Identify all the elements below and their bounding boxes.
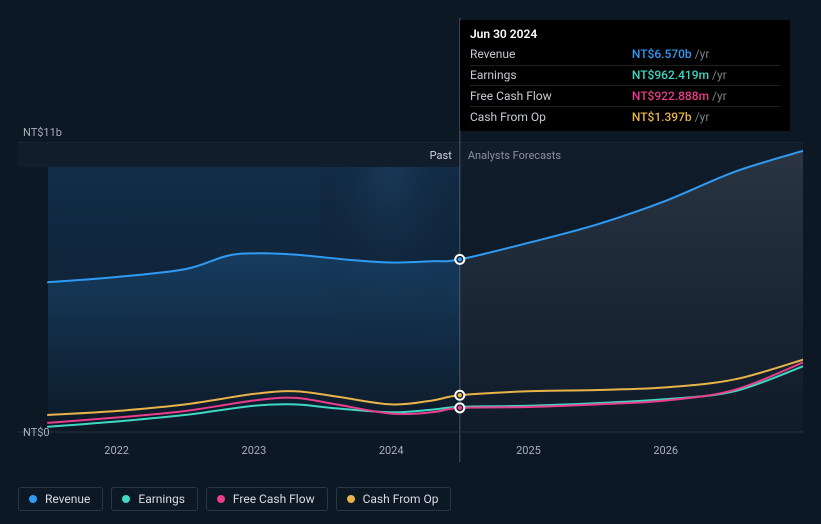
tooltip-table: RevenueNT$6.570b/yrEarningsNT$962.419m/y…	[470, 45, 780, 127]
legend-dot-icon	[122, 495, 130, 503]
legend-label: Free Cash Flow	[233, 492, 315, 506]
legend-dot-icon	[29, 495, 37, 503]
svg-text:2024: 2024	[379, 444, 404, 457]
tooltip-row: Cash From OpNT$1.397b/yr	[470, 107, 780, 127]
tooltip-row: RevenueNT$6.570b/yr	[470, 45, 780, 65]
legend-dot-icon	[217, 495, 225, 503]
svg-text:Analysts Forecasts: Analysts Forecasts	[468, 149, 562, 162]
legend-label: Cash From Op	[363, 492, 439, 506]
tooltip-row-value: NT$6.570b/yr	[632, 45, 780, 65]
tooltip-row-label: Revenue	[470, 45, 632, 65]
legend-item-cash-from-op[interactable]: Cash From Op	[336, 487, 452, 511]
svg-text:2023: 2023	[242, 444, 267, 457]
y-axis-label-bottom: NT$0	[23, 426, 50, 439]
tooltip-row: EarningsNT$962.419m/yr	[470, 65, 780, 86]
svg-text:2026: 2026	[653, 444, 678, 457]
tooltip-title: Jun 30 2024	[470, 26, 780, 43]
tooltip-row-value: NT$922.888m/yr	[632, 86, 780, 107]
tooltip-row-label: Cash From Op	[470, 107, 632, 127]
svg-text:2025: 2025	[516, 444, 541, 457]
legend-label: Revenue	[45, 492, 90, 506]
legend-dot-icon	[347, 495, 355, 503]
tooltip-row-label: Earnings	[470, 65, 632, 86]
svg-text:2022: 2022	[104, 444, 129, 457]
svg-text:Past: Past	[430, 149, 453, 162]
tooltip-row-label: Free Cash Flow	[470, 86, 632, 107]
tooltip-row-value: NT$1.397b/yr	[632, 107, 780, 127]
chart-tooltip: Jun 30 2024 RevenueNT$6.570b/yrEarningsN…	[460, 20, 790, 131]
legend-item-free-cash-flow[interactable]: Free Cash Flow	[206, 487, 328, 511]
legend-label: Earnings	[138, 492, 185, 506]
legend-item-earnings[interactable]: Earnings	[111, 487, 198, 511]
tooltip-row: Free Cash FlowNT$922.888m/yr	[470, 86, 780, 107]
y-axis-label-top: NT$11b	[23, 126, 62, 139]
tooltip-row-value: NT$962.419m/yr	[632, 65, 780, 86]
chart-legend: Revenue Earnings Free Cash Flow Cash From O…	[18, 487, 451, 511]
legend-item-revenue[interactable]: Revenue	[18, 487, 103, 511]
